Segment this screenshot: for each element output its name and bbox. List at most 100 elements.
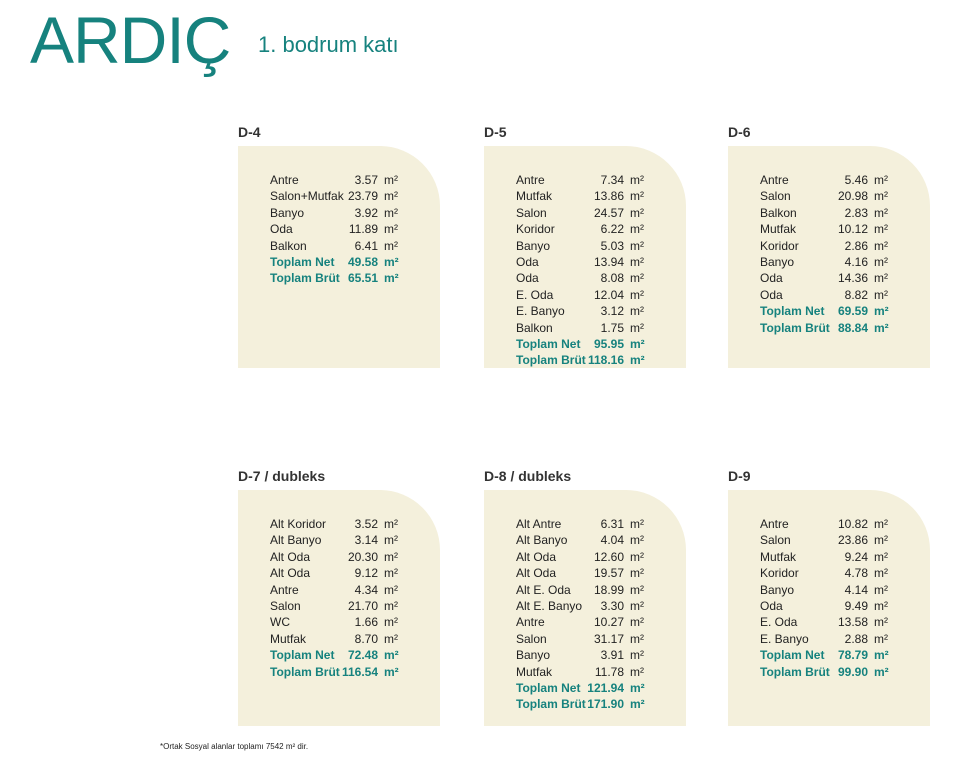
room-name: Mutfak	[760, 549, 797, 564]
room-name: Antre	[760, 173, 789, 187]
area-unit: m²	[384, 549, 398, 564]
unit-card: Antre 10.82 m² Salon 23.86 m² Mutfak 9.24 m² Kori…	[728, 490, 930, 726]
area-value: 24.57	[593, 205, 624, 220]
room-name: Salon	[516, 631, 547, 646]
area-unit: m²	[630, 615, 644, 630]
room-name: Oda	[270, 222, 293, 237]
room-name: Alt E. Banyo	[516, 599, 583, 613]
room-name: Koridor	[516, 222, 555, 237]
area-row: Antre 10.82 m²	[728, 517, 930, 533]
area-value: 65.51	[347, 271, 378, 286]
area-unit: m²	[874, 304, 889, 319]
unit-title: D-5	[484, 124, 507, 140]
area-value: 8.70	[354, 631, 378, 646]
area-row: Banyo 4.16 m²	[728, 255, 930, 271]
area-row: Alt E. Oda 18.99 m²	[484, 583, 686, 599]
area-value: 5.46	[844, 173, 868, 187]
area-value: 23.79	[347, 189, 378, 204]
unit-title: D-8 / dubleks	[484, 468, 572, 484]
room-name: Salon	[516, 205, 547, 220]
area-value: 23.86	[837, 533, 868, 548]
total-row: Toplam Brüt 99.90 m²	[728, 665, 930, 681]
area-value: 4.14	[844, 582, 868, 597]
area-unit: m²	[384, 631, 398, 646]
room-name: Mutfak	[516, 189, 553, 204]
area-unit: m²	[630, 582, 644, 597]
area-value: 4.78	[844, 566, 868, 581]
area-unit: m²	[384, 255, 399, 269]
area-row: Alt Antre 6.31 m²	[484, 517, 686, 533]
area-unit: m²	[630, 697, 645, 712]
area-unit: m²	[630, 681, 645, 695]
area-row: Salon+Mutfak 23.79 m²	[238, 189, 440, 205]
area-value: 9.24	[844, 549, 868, 564]
room-name: Mutfak	[760, 222, 797, 237]
area-row: Mutfak 10.12 m²	[728, 222, 930, 238]
area-value: 11.78	[594, 664, 624, 679]
area-value: 11.89	[348, 222, 378, 237]
area-row: Balkon 2.83 m²	[728, 206, 930, 222]
area-value: 4.16	[844, 255, 868, 269]
room-name: E. Oda	[516, 287, 554, 302]
area-row: WC 1.66 m²	[238, 615, 440, 631]
area-unit: m²	[874, 287, 888, 302]
room-name: Banyo	[516, 238, 551, 253]
area-unit: m²	[630, 173, 644, 187]
total-row: Toplam Brüt 116.54 m²	[238, 665, 440, 681]
room-name: Banyo	[516, 648, 551, 663]
area-row: Alt Oda 20.30 m²	[238, 550, 440, 566]
area-value: 7.34	[600, 173, 624, 187]
room-name: Antre	[516, 615, 545, 630]
area-unit: m²	[630, 222, 644, 237]
title: ARDIÇ	[30, 3, 231, 77]
area-value: 88.84	[837, 320, 868, 335]
area-unit: m²	[874, 173, 888, 187]
area-value: 118.16	[587, 353, 624, 368]
area-unit: m²	[874, 664, 889, 679]
area-unit: m²	[630, 255, 644, 269]
area-unit: m²	[384, 533, 398, 548]
area-row: Salon 23.86 m²	[728, 533, 930, 549]
room-name: Alt Banyo	[270, 533, 322, 548]
area-value: 116.54	[341, 664, 378, 679]
room-name: Antre	[270, 173, 299, 187]
total-row: Toplam Brüt 118.16 m²	[484, 353, 686, 369]
area-row: Banyo 4.14 m²	[728, 583, 930, 599]
area-value: 99.90	[837, 664, 868, 679]
area-unit: m²	[630, 533, 644, 548]
area-unit: m²	[630, 517, 644, 531]
unit-title: D-4	[238, 124, 261, 140]
unit-card: Alt Koridor 3.52 m² Alt Banyo 3.14 m² Alt Oda 2…	[238, 490, 440, 726]
unit-title: D-6	[728, 124, 751, 140]
area-unit: m²	[874, 533, 888, 548]
footnote: *Ortak Sosyal alanlar toplamı 7542 m² di…	[160, 742, 309, 751]
room-name: Salon	[760, 533, 791, 548]
area-row: Koridor 4.78 m²	[728, 566, 930, 582]
room-name: Mutfak	[270, 631, 307, 646]
area-value: 31.17	[593, 631, 624, 646]
area-unit: m²	[630, 238, 644, 253]
unit-card: Antre 5.46 m² Salon 20.98 m² Balkon 2.83 m² Mutfa…	[728, 146, 930, 368]
area-value: 3.91	[600, 648, 624, 663]
area-unit: m²	[384, 517, 398, 531]
area-unit: m²	[874, 582, 888, 597]
area-row: Koridor 6.22 m²	[484, 222, 686, 238]
area-row: Koridor 2.86 m²	[728, 239, 930, 255]
total-row: Toplam Net 95.95 m²	[484, 337, 686, 353]
area-unit: m²	[874, 648, 889, 663]
area-row: Banyo 5.03 m²	[484, 239, 686, 255]
area-value: 6.22	[600, 222, 624, 237]
area-unit: m²	[630, 271, 644, 286]
area-value: 8.08	[600, 271, 624, 286]
area-unit: m²	[874, 549, 888, 564]
area-value: 2.86	[844, 238, 868, 253]
area-row: Antre 10.27 m²	[484, 615, 686, 631]
room-name: E. Banyo	[760, 631, 809, 646]
area-unit: m²	[384, 615, 398, 630]
area-unit: m²	[630, 353, 645, 368]
area-unit: m²	[384, 648, 399, 663]
area-unit: m²	[874, 238, 888, 253]
area-value: 69.59	[837, 304, 868, 319]
total-row: Toplam Brüt 171.90 m²	[484, 697, 686, 713]
area-unit: m²	[630, 337, 645, 351]
